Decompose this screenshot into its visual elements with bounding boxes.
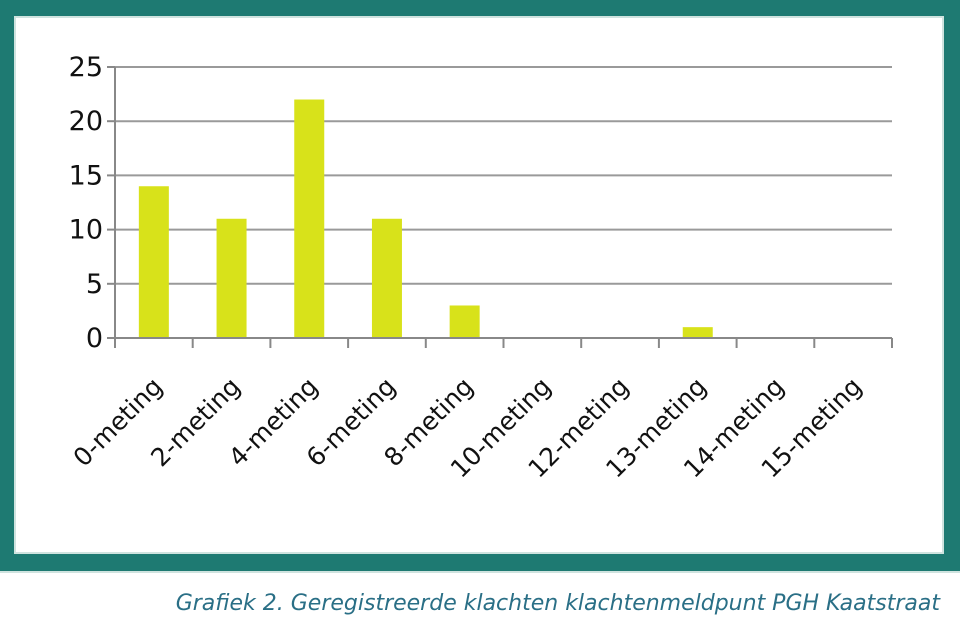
y-tick-label: 25 [69, 52, 103, 83]
bar-0-meting [138, 186, 169, 338]
bars [138, 99, 713, 339]
bar-chart: 05101520250-meting2-meting4-meting6-meti… [68, 52, 893, 483]
y-tick-label: 15 [69, 160, 103, 191]
chart-caption: Grafiek 2. Geregistreerde klachten klach… [175, 591, 940, 616]
bar-6-meting [371, 218, 402, 338]
y-tick-label: 20 [69, 106, 103, 137]
bar-2-meting [216, 218, 247, 338]
chart-border [0, 0, 960, 571]
axes [107, 66, 893, 348]
bar-13-meting [682, 327, 713, 338]
y-tick-label: 10 [69, 215, 103, 246]
labels: 05101520250-meting2-meting4-meting6-meti… [68, 52, 868, 483]
chart-panel [14, 16, 944, 554]
y-tick-label: 0 [86, 323, 103, 354]
caption-bar: Grafiek 2. Geregistreerde klachten klach… [0, 571, 960, 642]
bar-4-meting [294, 99, 325, 339]
y-tick-label: 5 [86, 269, 103, 300]
bar-8-meting [449, 305, 480, 338]
